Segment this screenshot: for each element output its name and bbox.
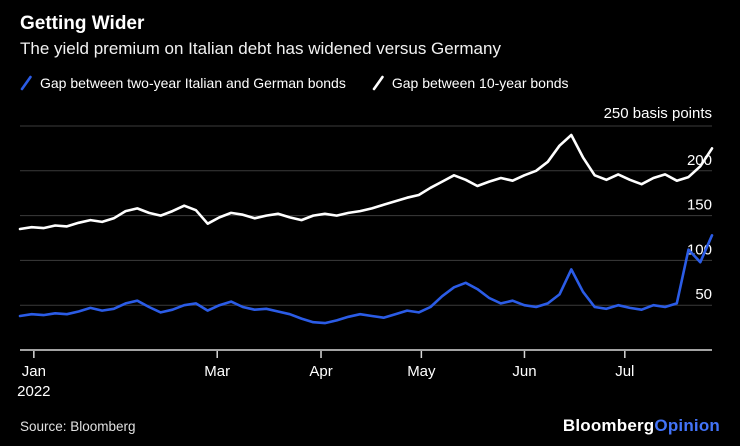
legend-line-swatch-icon [20, 75, 32, 91]
logo-opinion-text: Opinion [654, 416, 720, 435]
legend-label: Gap between 10-year bonds [391, 75, 569, 91]
chart-subtitle: The yield premium on Italian debt has wi… [20, 39, 501, 58]
legend: Gap between two-year Italian and German … [20, 72, 720, 94]
series-line-0 [18, 234, 714, 325]
x-tick-label: Apr [309, 363, 332, 380]
svg-text:50: 50 [695, 286, 712, 303]
x-tick-label: Jul [615, 363, 634, 380]
source-label: Source: Bloomberg [20, 419, 136, 434]
svg-text:150: 150 [687, 197, 712, 214]
legend-label: Gap between two-year Italian and German … [40, 75, 346, 91]
series-line-1 [18, 133, 714, 231]
x-tick-label: May [407, 363, 436, 380]
x-tick-label: Jun [512, 363, 536, 380]
legend-line-swatch-icon [372, 75, 384, 91]
logo-bloomberg-text: Bloomberg [562, 416, 655, 435]
legend-item-0: Gap between two-year Italian and German … [20, 75, 346, 91]
chart-title: Getting Wider [20, 13, 145, 34]
y-axis-top-label: 250 basis points [604, 105, 712, 122]
x-tick-label: Jan [22, 363, 46, 380]
legend-item-1: Gap between 10-year bonds [372, 75, 569, 91]
gridlines [20, 125, 712, 306]
x-axis: Jan 2022 Mar Apr May Jun Jul [17, 349, 712, 400]
chart-area: 50 100 150 200 250 basis points Jan 2022 Mar Apr… [0, 98, 740, 400]
footer: Source: Bloomberg BloombergOpinion [20, 416, 720, 436]
x-tick-sublabel: 2022 [17, 383, 50, 400]
x-tick-label: Mar [204, 363, 230, 380]
bloomberg-opinion-logo: BloombergOpinion [563, 416, 720, 436]
